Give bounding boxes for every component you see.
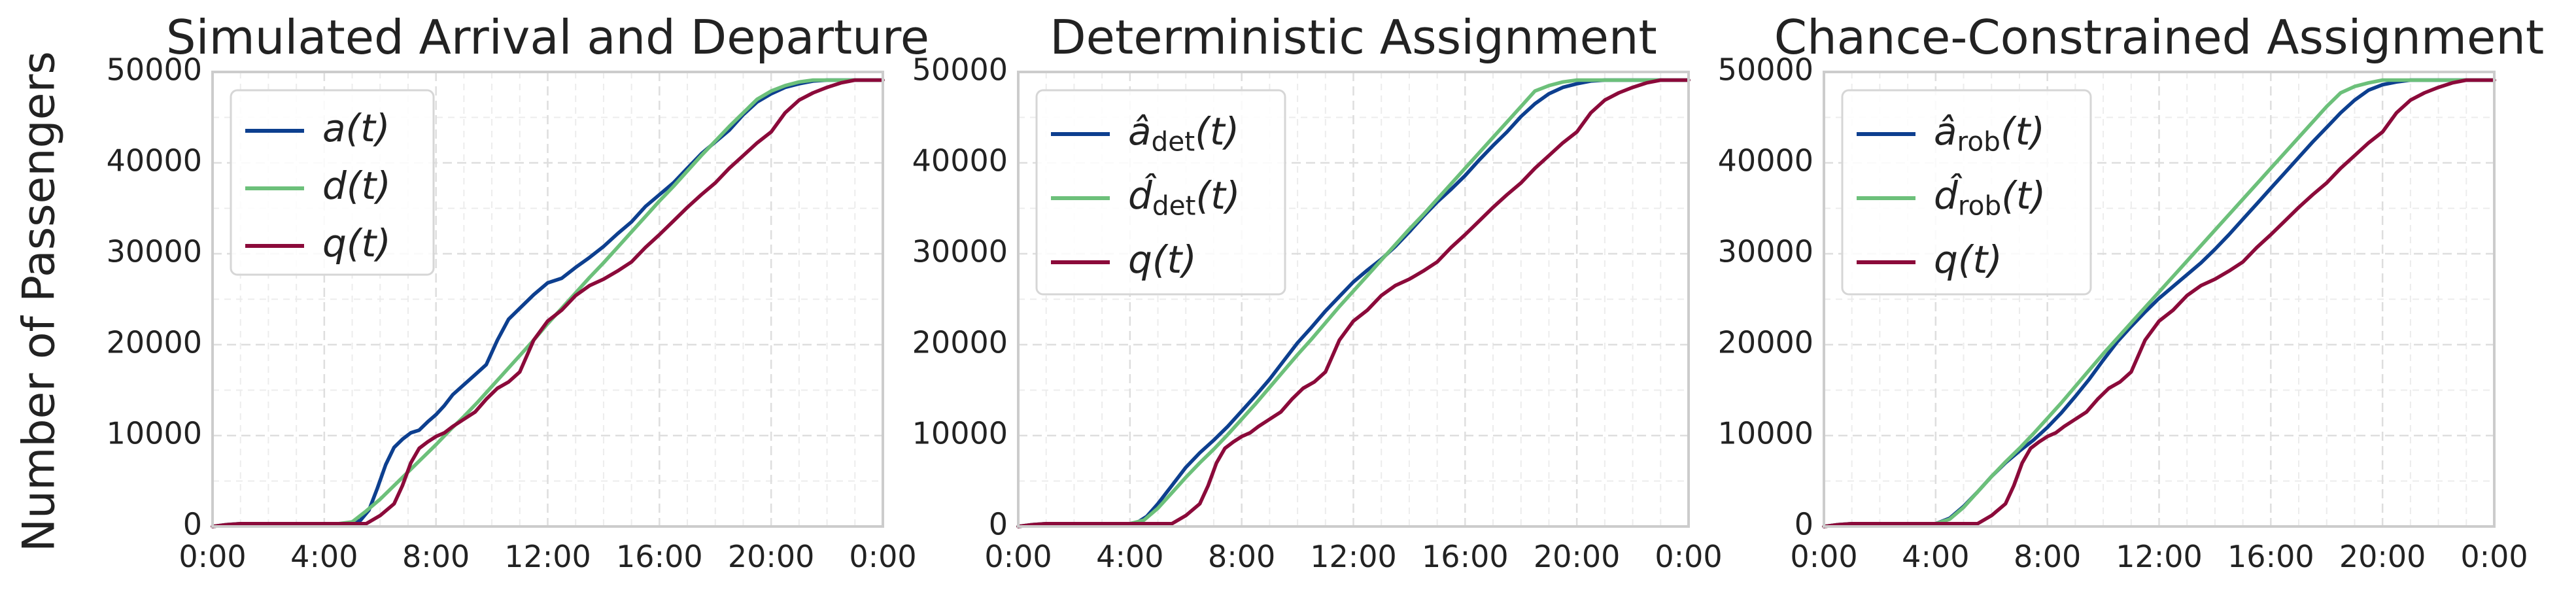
chart-title: Chance-Constrained Assignment (1774, 10, 2544, 65)
legend-label: d̂det(t) (1128, 173, 1240, 222)
y-tick-label: 10000 (1718, 416, 1813, 451)
legend-label-subscript: det (1152, 126, 1195, 158)
x-tick-label: 8:00 (2014, 539, 2081, 574)
legend-label-part: â (1934, 109, 1957, 154)
y-tick-label: 30000 (912, 234, 1008, 269)
x-tick-label: 20:00 (2339, 539, 2426, 574)
legend-label: q(t) (322, 221, 391, 266)
x-tick-label: 4:00 (1096, 539, 1163, 574)
legend-label-subscript: rob (1958, 190, 2001, 222)
series-line-q-t (1822, 78, 2496, 528)
legend-label-subscript: rob (1957, 126, 2001, 158)
plot-frame (1823, 71, 2496, 528)
series-line-a-t (211, 78, 885, 528)
y-tick-label: 30000 (107, 234, 202, 269)
legend-label-part: d̂ (1934, 173, 1963, 218)
x-tick-label: 0:00 (2460, 539, 2528, 574)
legend-label-part: a(t) (322, 106, 390, 150)
x-tick-label: 4:00 (1902, 539, 1969, 574)
y-tick-label: 10000 (107, 416, 202, 451)
y-tick-label: 20000 (912, 325, 1008, 360)
chart-panel-deterministic: 0:00 4:00 8:00 12:00 16:00 20:00 0:00010000200… (912, 10, 1723, 574)
legend-box (1035, 89, 1286, 296)
legend-box (230, 89, 435, 276)
x-tick-label: 0:00 (984, 539, 1052, 574)
y-tick-label: 20000 (107, 325, 202, 360)
legend-label-part: q(t) (1128, 237, 1197, 282)
legend-label-part: (t) (1195, 173, 1240, 218)
legend: âdet(t)d̂det(t)q(t) (1035, 89, 1286, 296)
legend-label-subscript: det (1152, 190, 1196, 222)
legend-label-part: q(t) (322, 221, 391, 266)
legend-label: d(t) (322, 164, 391, 208)
x-tick-label: 4:00 (290, 539, 358, 574)
x-tick-label: 0:00 (1790, 539, 1857, 574)
x-tick-label: 20:00 (728, 539, 815, 574)
y-tick-label: 0 (1795, 507, 1813, 542)
x-tick-label: 16:00 (2227, 539, 2314, 574)
series-line-d-det-t (1016, 78, 1691, 528)
y-tick-label: 40000 (1718, 143, 1813, 179)
plot-frame (1017, 71, 1690, 528)
legend-label-part: (t) (2001, 173, 2046, 218)
legend-box (1841, 89, 2092, 296)
legend-label: âdet(t) (1128, 109, 1239, 157)
y-tick-label: 20000 (1718, 325, 1813, 360)
chart-title: Simulated Arrival and Departure (166, 10, 929, 65)
legend-label: a(t) (322, 106, 390, 150)
x-tick-label: 8:00 (402, 539, 470, 574)
chart-panel-arrival-departure: 0:00 4:00 8:00 12:00 16:00 20:00 0:00010000200… (107, 10, 929, 574)
legend-label: d̂rob(t) (1934, 173, 2046, 222)
y-tick-label: 0 (989, 507, 1008, 542)
chart-panel-chance-constrained: 0:00 4:00 8:00 12:00 16:00 20:00 0:00010000200… (1718, 10, 2545, 574)
x-tick-label: 16:00 (616, 539, 703, 574)
x-tick-label: 0:00 (849, 539, 916, 574)
series-line-d-rob-t (1822, 78, 2496, 528)
x-tick-label: 0:00 (1655, 539, 1722, 574)
series-line-q-t (1016, 78, 1691, 528)
legend: a(t) d(t) q(t) (230, 89, 435, 276)
legend-label-part: â (1128, 109, 1152, 154)
legend-label-part: (t) (1195, 109, 1239, 154)
y-tick-label: 50000 (1718, 52, 1813, 88)
y-tick-label: 30000 (1718, 234, 1813, 269)
plot-frame (211, 71, 884, 528)
y-tick-label: 10000 (912, 416, 1008, 451)
series-line-q-t (211, 78, 885, 528)
x-tick-label: 16:00 (1422, 539, 1509, 574)
y-tick-label: 40000 (107, 143, 202, 179)
y-tick-label: 40000 (912, 143, 1008, 179)
chart-title: Deterministic Assignment (1050, 10, 1657, 65)
x-tick-label: 0:00 (179, 539, 246, 574)
legend-label: ârob(t) (1934, 109, 2045, 157)
legend-label-part: d(t) (322, 164, 391, 208)
legend-label-part: (t) (2001, 109, 2045, 154)
y-tick-label: 0 (183, 507, 202, 542)
x-tick-label: 8:00 (1208, 539, 1275, 574)
legend-label: q(t) (1128, 237, 1197, 282)
x-tick-label: 12:00 (504, 539, 591, 574)
x-tick-label: 12:00 (2116, 539, 2203, 574)
x-tick-label: 12:00 (1310, 539, 1397, 574)
x-tick-label: 20:00 (1534, 539, 1621, 574)
legend-label-part: q(t) (1934, 237, 2002, 282)
legend-label: q(t) (1934, 237, 2002, 282)
y-tick-label: 50000 (107, 52, 202, 88)
y-tick-label: 50000 (912, 52, 1008, 88)
legend: ârob(t)d̂rob(t)q(t) (1841, 89, 2092, 296)
legend-label-part: d̂ (1128, 173, 1157, 218)
